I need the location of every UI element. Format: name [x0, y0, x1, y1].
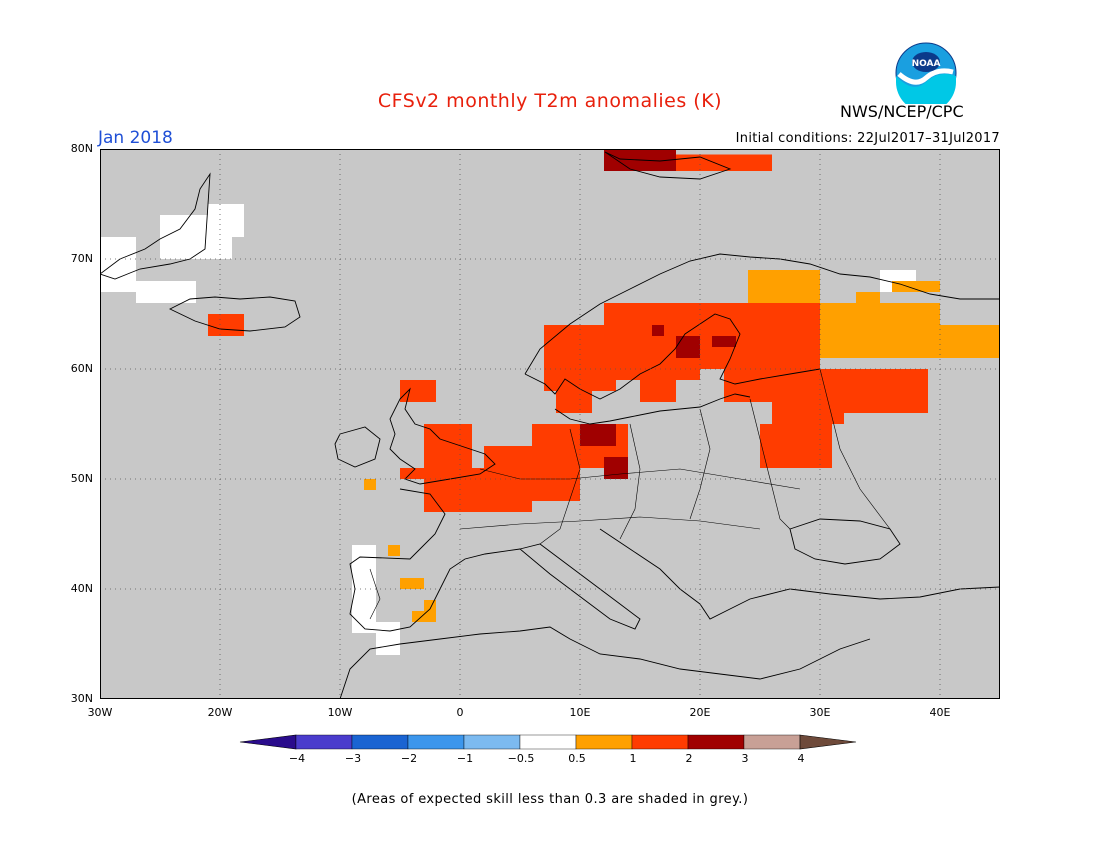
anomaly-cell	[892, 281, 940, 292]
lon-label: 20W	[207, 706, 233, 719]
skill-note: (Areas of expected skill less than 0.3 a…	[351, 792, 749, 807]
initial-conditions: Initial conditions: 22Jul2017–31Jul2017	[735, 131, 1000, 146]
colorbar-label: 4	[797, 752, 805, 765]
lat-label: 60N	[70, 362, 93, 375]
colorbar-bin	[631, 734, 689, 750]
colorbar-bin	[463, 734, 521, 750]
lon-label: 30E	[809, 706, 831, 719]
anomaly-cell	[676, 336, 700, 358]
colorbar	[238, 733, 863, 755]
neutral-cell	[376, 622, 400, 655]
anomaly-cell	[412, 611, 436, 622]
lat-label: 50N	[70, 472, 93, 485]
anomaly-cell	[424, 600, 436, 611]
anomaly-cell	[604, 457, 628, 479]
anomaly-cell	[388, 545, 400, 556]
anomaly-map	[99, 148, 1001, 703]
anomaly-cells	[100, 149, 1000, 655]
graticule	[100, 149, 1000, 699]
coastlines	[99, 151, 1001, 700]
anomaly-cell	[364, 479, 376, 490]
anomaly-cell	[580, 424, 616, 446]
neutral-cell	[136, 281, 196, 303]
anomaly-cell	[916, 325, 1000, 358]
lon-label: 30W	[87, 706, 113, 719]
colorbar-label: 0.5	[568, 752, 586, 765]
colorbar-bin	[519, 734, 577, 750]
lon-label: 0	[456, 706, 464, 719]
colorbar-arrow-low	[239, 734, 297, 750]
anomaly-cell	[400, 468, 436, 479]
neutral-cell	[208, 204, 244, 237]
colorbar-arrow-high	[799, 734, 857, 750]
anomaly-cell	[400, 578, 424, 589]
anomaly-cell	[844, 369, 916, 391]
colorbar-bin	[687, 734, 745, 750]
colorbar-label: 1	[629, 752, 637, 765]
colorbar-label: 2	[685, 752, 693, 765]
colorbar-bin	[407, 734, 465, 750]
lon-label: 40E	[929, 706, 951, 719]
colorbar-label: −3	[344, 752, 362, 765]
lon-label: 10W	[327, 706, 353, 719]
anomaly-cell	[556, 391, 592, 413]
svg-text:NOAA: NOAA	[912, 59, 941, 69]
colorbar-label: −2	[400, 752, 418, 765]
colorbar-bin	[351, 734, 409, 750]
colorbar-label: 3	[741, 752, 749, 765]
org-label: NWS/NCEP/CPC	[840, 102, 964, 121]
colorbar-label: −0.5	[507, 752, 535, 765]
anomaly-cell	[640, 380, 676, 402]
noaa-logo: NOAA	[895, 42, 957, 112]
anomaly-cell	[748, 270, 820, 303]
colorbar-bin	[575, 734, 633, 750]
lat-label: 80N	[70, 142, 93, 155]
lon-label: 10E	[569, 706, 591, 719]
lat-label: 40N	[70, 582, 93, 595]
anomaly-cell	[652, 325, 664, 336]
map-title: CFSv2 monthly T2m anomalies (K)	[377, 90, 723, 112]
anomaly-cell	[712, 336, 736, 347]
forecast-month: Jan 2018	[98, 128, 173, 148]
anomaly-cell	[208, 314, 244, 336]
anomaly-cell	[856, 292, 880, 303]
anomaly-cell	[760, 424, 832, 468]
colorbar-label: −1	[456, 752, 474, 765]
colorbar-label: −4	[288, 752, 306, 765]
neutral-cell	[100, 237, 136, 292]
lat-label: 70N	[70, 252, 93, 265]
colorbar-bin	[743, 734, 801, 750]
colorbar-bin	[295, 734, 353, 750]
anomaly-cell	[676, 154, 772, 171]
anomaly-cell	[400, 380, 436, 402]
lon-label: 20E	[689, 706, 711, 719]
lat-label: 30N	[70, 692, 93, 705]
